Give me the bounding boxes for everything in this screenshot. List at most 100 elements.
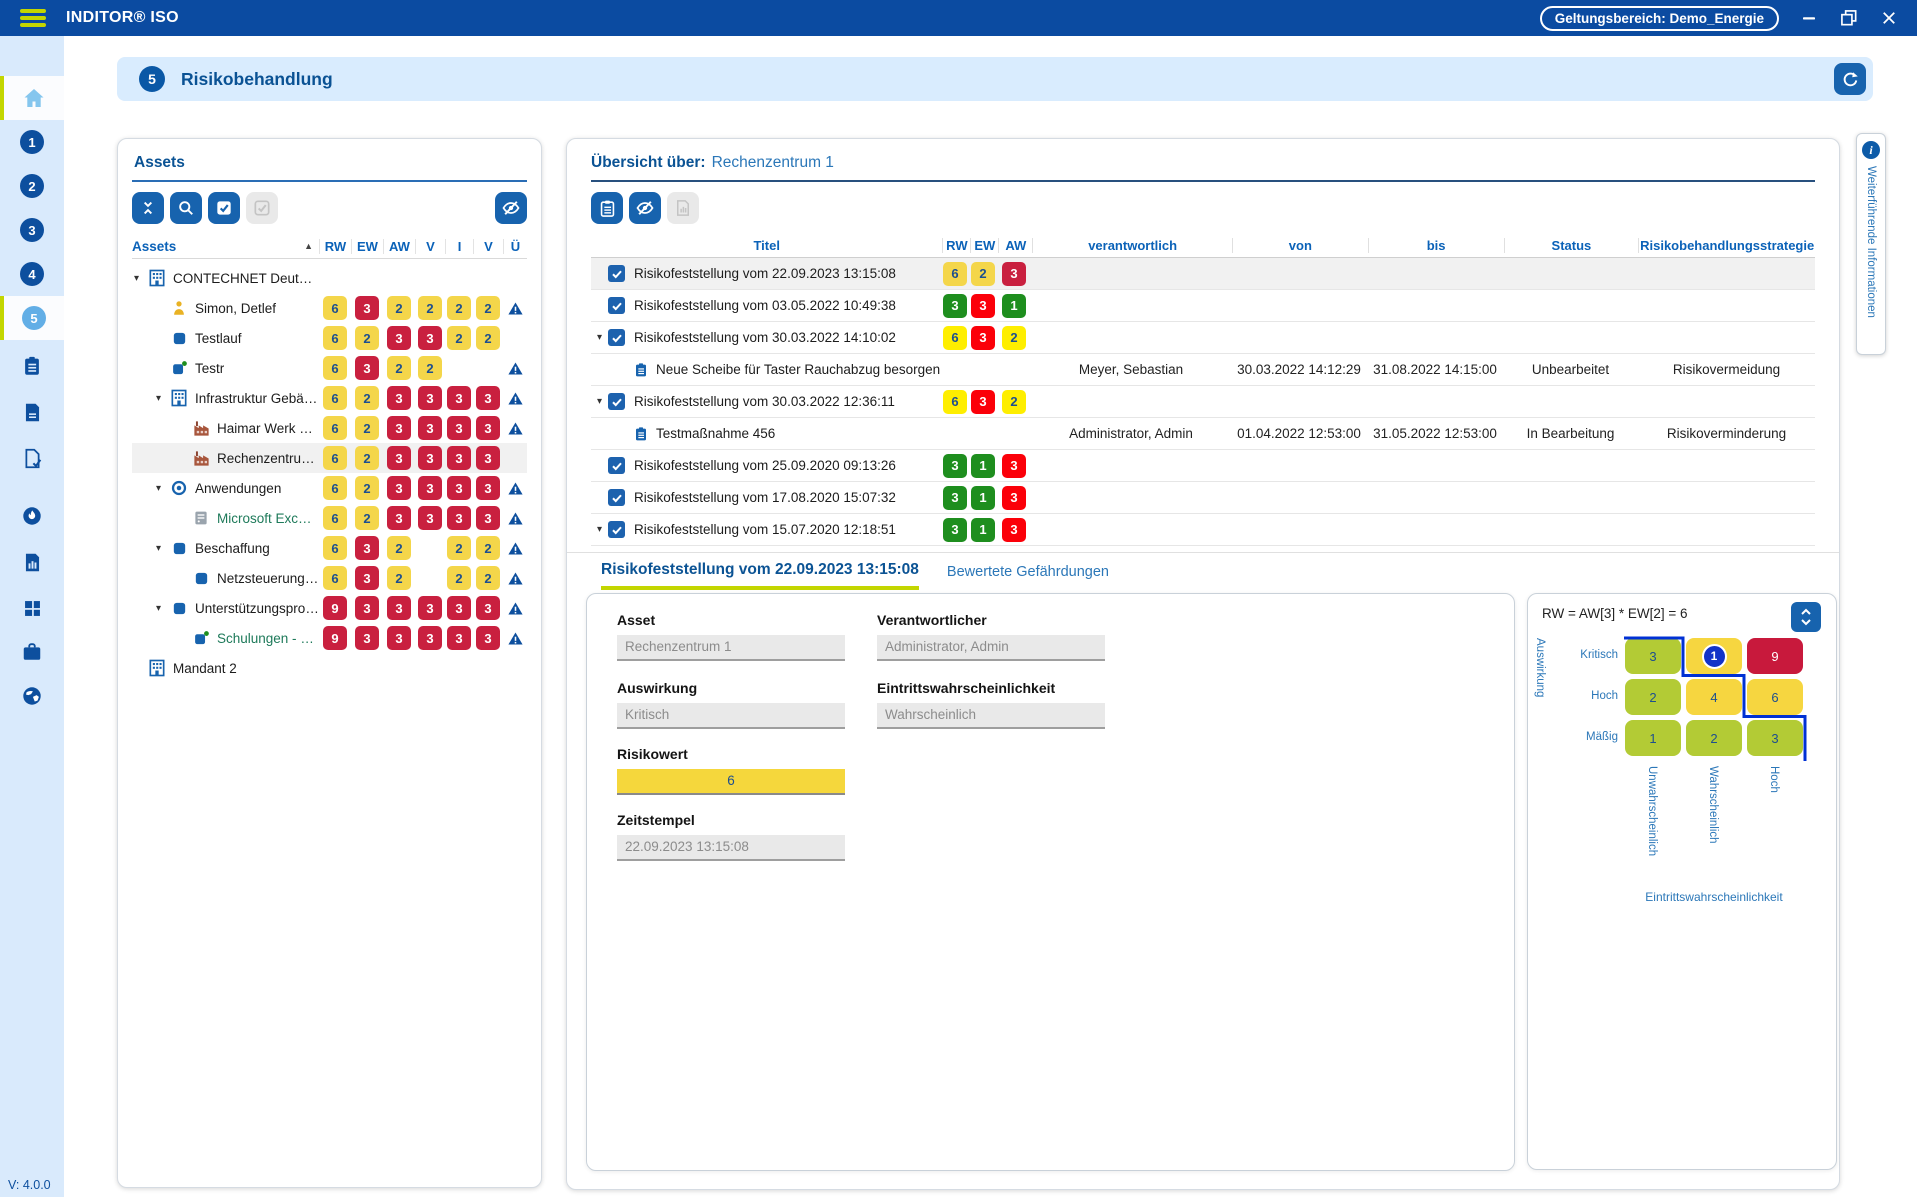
matrix-cell-r0c1[interactable]: 1 bbox=[1686, 638, 1742, 674]
risk-row[interactable]: Risikofeststellung vom 25.09.2020 09:13:… bbox=[591, 450, 1815, 482]
expander-icon[interactable]: ▾ bbox=[156, 482, 162, 494]
row-checkbox[interactable] bbox=[608, 521, 625, 538]
overview-column-6[interactable]: bis bbox=[1367, 237, 1504, 253]
search-button[interactable] bbox=[170, 192, 202, 224]
sidebar-item-dokument-pruefung[interactable] bbox=[0, 436, 64, 480]
restore-icon[interactable] bbox=[1839, 8, 1859, 28]
sidebar-item-dokumente[interactable] bbox=[0, 390, 64, 434]
row-checkbox[interactable] bbox=[608, 489, 625, 506]
close-icon[interactable] bbox=[1879, 8, 1899, 28]
assets-column-ew[interactable]: EW bbox=[351, 238, 383, 254]
further-information-tab[interactable]: i Weiterführende Informationen bbox=[1856, 133, 1886, 355]
overview-column-1[interactable]: RW bbox=[942, 237, 970, 253]
row-checkbox[interactable] bbox=[608, 265, 625, 282]
assets-column-v[interactable]: V bbox=[415, 238, 445, 254]
risk-row[interactable]: Risikofeststellung vom 22.09.2023 13:15:… bbox=[591, 258, 1815, 290]
overview-column-5[interactable]: von bbox=[1231, 237, 1368, 253]
tree-row[interactable]: ▾ CONTECHNET Deutschl... bbox=[132, 263, 527, 293]
sidebar-item-berichte[interactable] bbox=[0, 540, 64, 584]
sidebar-item-home[interactable] bbox=[0, 76, 64, 120]
overview-column-4[interactable]: verantwortlich bbox=[1032, 237, 1232, 253]
sidebar-item-notfall[interactable] bbox=[0, 494, 64, 538]
expander-icon[interactable]: ▾ bbox=[134, 272, 140, 284]
sidebar-item-dashboard[interactable] bbox=[0, 586, 64, 630]
sidebar-item-step-3[interactable]: 3 bbox=[0, 208, 64, 252]
tab-bewertete-gefaehrdungen[interactable]: Bewertete Gefährdungen bbox=[946, 564, 1109, 580]
tree-row[interactable]: ▾ Infrastruktur Gebäude 6 2 3 3 3 3 bbox=[132, 383, 527, 413]
row-checkbox[interactable] bbox=[608, 329, 625, 346]
risk-row[interactable]: ▾ Risikofeststellung vom 15.07.2020 12:18… bbox=[591, 514, 1815, 546]
risk-row[interactable]: ▾ Risikofeststellung vom 30.03.2022 12:36… bbox=[591, 386, 1815, 418]
overview-column-3[interactable]: AW bbox=[998, 237, 1032, 253]
assets-column-v[interactable]: V bbox=[473, 238, 503, 254]
measure-title: Neue Scheibe für Taster Rauchabzug besor… bbox=[656, 362, 941, 377]
matrix-cell-r2c0[interactable]: 1 bbox=[1625, 720, 1681, 756]
overview-column-7[interactable]: Status bbox=[1503, 237, 1639, 253]
expander-icon[interactable]: ▾ bbox=[596, 396, 603, 407]
matrix-cell-r2c1[interactable]: 2 bbox=[1686, 720, 1742, 756]
tree-row[interactable]: Netzsteuerung (... 6 3 2 2 2 bbox=[132, 563, 527, 593]
expander-icon[interactable]: ▾ bbox=[156, 602, 162, 614]
asset-field[interactable]: Rechenzentrum 1 bbox=[617, 635, 845, 661]
expander-icon[interactable]: ▾ bbox=[156, 542, 162, 554]
step-badge: 5 bbox=[139, 66, 165, 92]
tree-row[interactable]: ▾ Unterstützungsproze... 9 3 3 3 3 3 bbox=[132, 593, 527, 623]
tree-row[interactable]: Microsoft Excha... 6 2 3 3 3 3 bbox=[132, 503, 527, 533]
risk-row[interactable]: ▾ Risikofeststellung vom 30.03.2022 14:10… bbox=[591, 322, 1815, 354]
matrix-cell-r1c2[interactable]: 6 bbox=[1747, 679, 1803, 715]
sidebar-item-step-2[interactable]: 2 bbox=[0, 164, 64, 208]
risk-row[interactable]: Risikofeststellung vom 03.05.2022 10:49:… bbox=[591, 290, 1815, 322]
impact-field[interactable]: Kritisch bbox=[617, 703, 845, 729]
assets-column-ü[interactable]: Ü bbox=[503, 238, 527, 254]
probability-field[interactable]: Wahrscheinlich bbox=[877, 703, 1105, 729]
sidebar-item-step-4[interactable]: 4 bbox=[0, 252, 64, 296]
sidebar-item-global[interactable] bbox=[0, 674, 64, 718]
overview-column-8[interactable]: Risikobehandlungsstrategie bbox=[1638, 237, 1815, 253]
tree-row[interactable]: ▾ Beschaffung 6 3 2 2 2 bbox=[132, 533, 527, 563]
responsible-field[interactable]: Administrator, Admin bbox=[877, 635, 1105, 661]
row-checkbox[interactable] bbox=[608, 297, 625, 314]
measure-row[interactable]: Neue Scheibe für Taster Rauchabzug besor… bbox=[591, 354, 1815, 386]
matrix-cell-r1c0[interactable]: 2 bbox=[1625, 679, 1681, 715]
matrix-cell-r0c0[interactable]: 3 bbox=[1625, 638, 1681, 674]
assets-column-aw[interactable]: AW bbox=[383, 238, 415, 254]
collapse-all-button[interactable] bbox=[132, 192, 164, 224]
tab-risikofeststellung[interactable]: Risikofeststellung vom 22.09.2023 13:15:… bbox=[601, 561, 919, 590]
select-all-button[interactable] bbox=[208, 192, 240, 224]
sidebar-item-step-1[interactable]: 1 bbox=[0, 120, 64, 164]
tree-row[interactable]: Testlauf 6 2 3 3 2 2 bbox=[132, 323, 527, 353]
overview-column-0[interactable]: Titel bbox=[753, 237, 780, 253]
sidebar-item-step-5[interactable]: 5 bbox=[0, 296, 64, 340]
matrix-cell-r1c1[interactable]: 4 bbox=[1686, 679, 1742, 715]
expander-icon[interactable]: ▾ bbox=[596, 332, 603, 343]
refresh-button[interactable] bbox=[1834, 63, 1866, 95]
matrix-cell-r0c2[interactable]: 9 bbox=[1747, 638, 1803, 674]
matrix-spinner[interactable] bbox=[1791, 602, 1821, 632]
expander-icon[interactable]: ▾ bbox=[596, 524, 603, 535]
measure-row[interactable]: Testmaßnahme 456 Administrator, Admin 01.0… bbox=[591, 418, 1815, 450]
overview-column-2[interactable]: EW bbox=[970, 237, 998, 253]
assets-column-i[interactable]: I bbox=[445, 238, 473, 254]
tree-row[interactable]: ▾ Anwendungen 6 2 3 3 3 3 bbox=[132, 473, 527, 503]
tree-row[interactable]: Simon, Detlef 6 3 2 2 2 2 bbox=[132, 293, 527, 323]
expander-icon[interactable]: ▾ bbox=[156, 392, 162, 404]
assets-column-rw[interactable]: RW bbox=[319, 238, 351, 254]
minimize-icon[interactable] bbox=[1799, 8, 1819, 28]
timestamp-field[interactable]: 22.09.2023 13:15:08 bbox=[617, 835, 845, 861]
hide-entries-button[interactable] bbox=[629, 192, 661, 224]
tree-row[interactable]: Schulungen - Sh... 9 3 3 3 3 3 bbox=[132, 623, 527, 653]
sidebar-item-projekte[interactable] bbox=[0, 630, 64, 674]
hide-assets-button[interactable] bbox=[495, 192, 527, 224]
tree-row[interactable]: Testr 6 3 2 2 bbox=[132, 353, 527, 383]
tree-row[interactable]: Mandant 2 bbox=[132, 653, 527, 683]
row-checkbox[interactable] bbox=[608, 457, 625, 474]
tree-row[interactable]: Haimar Werk Mitte 6 2 3 3 3 3 bbox=[132, 413, 527, 443]
hamburger-menu-icon[interactable] bbox=[20, 6, 46, 31]
add-measure-button[interactable] bbox=[591, 192, 623, 224]
matrix-cell-r2c2[interactable]: 3 bbox=[1747, 720, 1803, 756]
sidebar-item-massnahmen[interactable] bbox=[0, 344, 64, 388]
risk-row[interactable]: Risikofeststellung vom 17.08.2020 15:07:… bbox=[591, 482, 1815, 514]
row-checkbox[interactable] bbox=[608, 393, 625, 410]
assets-column-header[interactable]: Assets ▲ bbox=[132, 238, 313, 254]
